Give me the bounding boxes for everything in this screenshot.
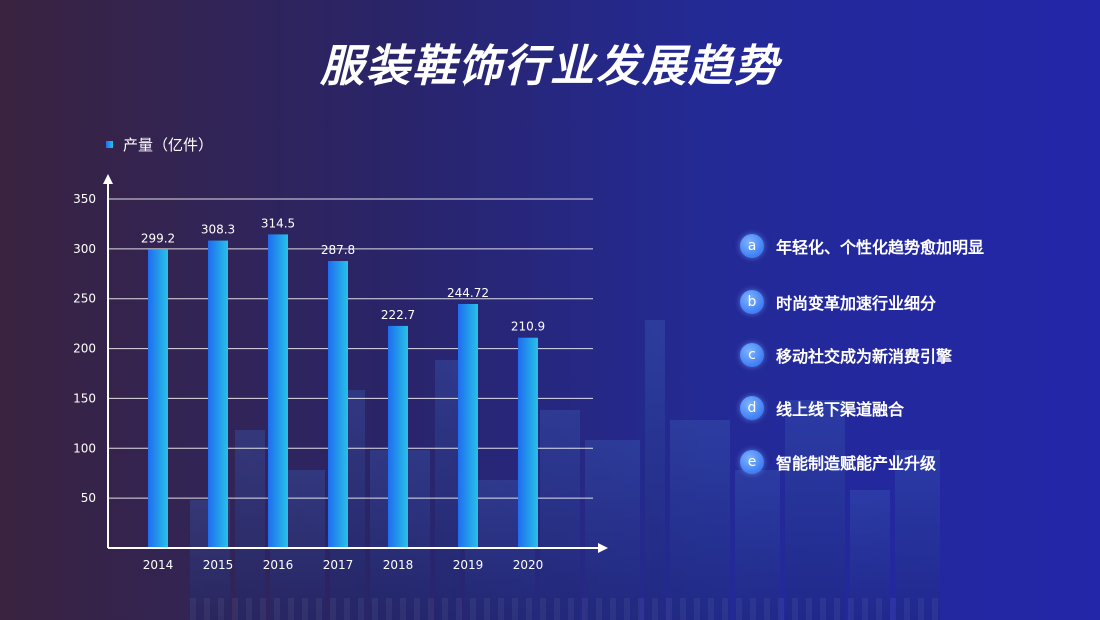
bar-2020 <box>518 337 538 548</box>
data-label: 222.7 <box>381 308 415 322</box>
trend-text-e: 智能制造赋能产业升级 <box>776 454 937 473</box>
badge-a: a <box>740 234 764 258</box>
x-tick-label: 2018 <box>383 558 414 572</box>
data-label: 210.9 <box>511 320 545 334</box>
trend-item-b: b 时尚变革加速行业细分 <box>740 290 936 314</box>
x-tick-label: 2014 <box>143 558 174 572</box>
x-tick-label: 2017 <box>323 558 354 572</box>
x-tick-label: 2020 <box>513 558 544 572</box>
y-tick-label: 250 <box>73 292 96 306</box>
bar-2019 <box>458 303 478 548</box>
data-label: 308.3 <box>201 223 235 237</box>
trend-text-a: 年轻化、个性化趋势愈加明显 <box>776 238 985 257</box>
x-tick-label: 2019 <box>453 558 484 572</box>
ground-lights <box>190 598 940 620</box>
trend-text-b: 时尚变革加速行业细分 <box>776 294 937 313</box>
data-label: 244.72 <box>447 286 489 300</box>
data-label: 299.2 <box>141 232 175 246</box>
y-tick-label: 50 <box>81 491 96 505</box>
x-axis-arrow <box>598 543 608 553</box>
trend-item-c: c 移动社交成为新消费引擎 <box>740 343 952 367</box>
badge-e: e <box>740 450 764 474</box>
badge-d: d <box>740 396 764 420</box>
x-tick-label: 2016 <box>263 558 294 572</box>
x-tick-label: 2015 <box>203 558 234 572</box>
y-tick-label: 100 <box>73 441 96 455</box>
bar-2016 <box>268 234 288 549</box>
y-axis-arrow <box>103 174 113 184</box>
y-tick-label: 350 <box>73 192 96 206</box>
data-label: 287.8 <box>321 243 355 257</box>
y-tick-label: 300 <box>73 242 96 256</box>
trend-item-d: d 线上线下渠道融合 <box>740 396 904 420</box>
badge-b: b <box>740 290 764 314</box>
page-title: 服装鞋饰行业发展趋势 <box>320 41 780 92</box>
trend-text-c: 移动社交成为新消费引擎 <box>776 347 953 366</box>
chart-legend: 产量（亿件） <box>106 134 213 155</box>
badge-c: c <box>740 343 764 367</box>
trend-item-a: a 年轻化、个性化趋势愈加明显 <box>740 234 984 258</box>
trend-text-d: 线上线下渠道融合 <box>776 400 905 419</box>
legend-label: 产量（亿件） <box>123 136 214 154</box>
trend-item-e: e 智能制造赋能产业升级 <box>740 450 936 474</box>
legend-swatch <box>106 141 113 148</box>
bar-2017 <box>328 261 348 548</box>
y-tick-label: 150 <box>73 391 96 405</box>
data-label: 314.5 <box>261 216 295 230</box>
bar-2018 <box>388 325 408 548</box>
bar-2014 <box>148 249 168 549</box>
y-tick-label: 200 <box>73 342 96 356</box>
bar-2015 <box>208 240 228 548</box>
